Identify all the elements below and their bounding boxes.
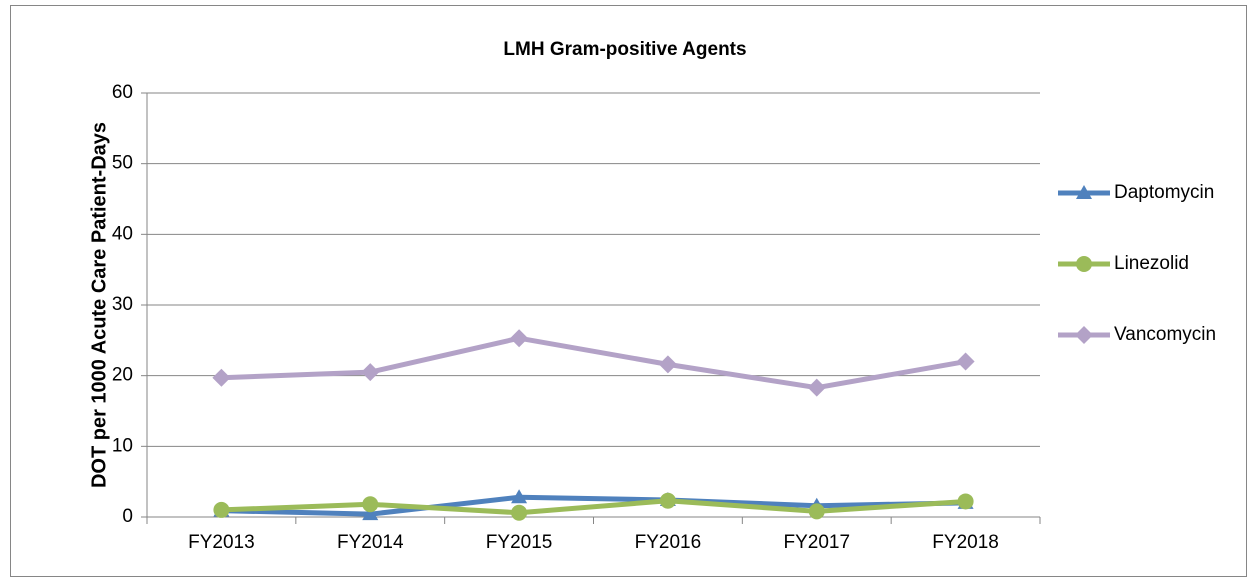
data-point	[362, 506, 379, 521]
y-tick-label: 40	[112, 223, 133, 244]
y-tick-label: 30	[112, 294, 133, 315]
data-point	[956, 352, 975, 371]
data-point	[957, 493, 974, 510]
data-point	[511, 504, 528, 521]
x-tick-label: FY2014	[337, 532, 404, 553]
series-line	[221, 335, 967, 391]
legend-marker	[1076, 256, 1092, 272]
x-tick-label: FY2017	[783, 532, 850, 553]
legend-marker	[1075, 326, 1093, 344]
data-point	[659, 492, 676, 509]
y-tick-label: 0	[122, 506, 133, 527]
y-tick-label: 50	[112, 153, 133, 174]
data-point	[361, 363, 380, 382]
data-point	[658, 355, 677, 374]
legend-label: Linezolid	[1114, 253, 1189, 274]
data-point	[807, 378, 826, 397]
y-axis-label: DOT per 1000 Acute Care Patient-Days	[88, 122, 110, 488]
chart-title: LMH Gram-positive Agents	[503, 39, 746, 60]
data-point	[510, 329, 529, 348]
x-tick-label: FY2013	[188, 532, 255, 553]
data-point	[808, 503, 825, 520]
data-point	[213, 501, 230, 518]
legend-marker	[1076, 185, 1092, 199]
data-point	[212, 368, 231, 387]
series-line	[221, 494, 966, 517]
y-tick-label: 20	[112, 365, 133, 386]
chart-frame	[10, 5, 1247, 577]
x-tick-label: FY2016	[635, 532, 702, 553]
legend-label: Vancomycin	[1114, 324, 1216, 345]
x-tick-label: FY2015	[486, 532, 553, 553]
legend-label: Daptomycin	[1114, 182, 1214, 203]
y-tick-label: 60	[112, 82, 133, 103]
x-tick-label: FY2018	[932, 532, 999, 553]
data-point	[511, 489, 528, 504]
series-line	[221, 498, 966, 516]
y-tick-label: 10	[112, 435, 133, 456]
data-point	[362, 496, 379, 513]
